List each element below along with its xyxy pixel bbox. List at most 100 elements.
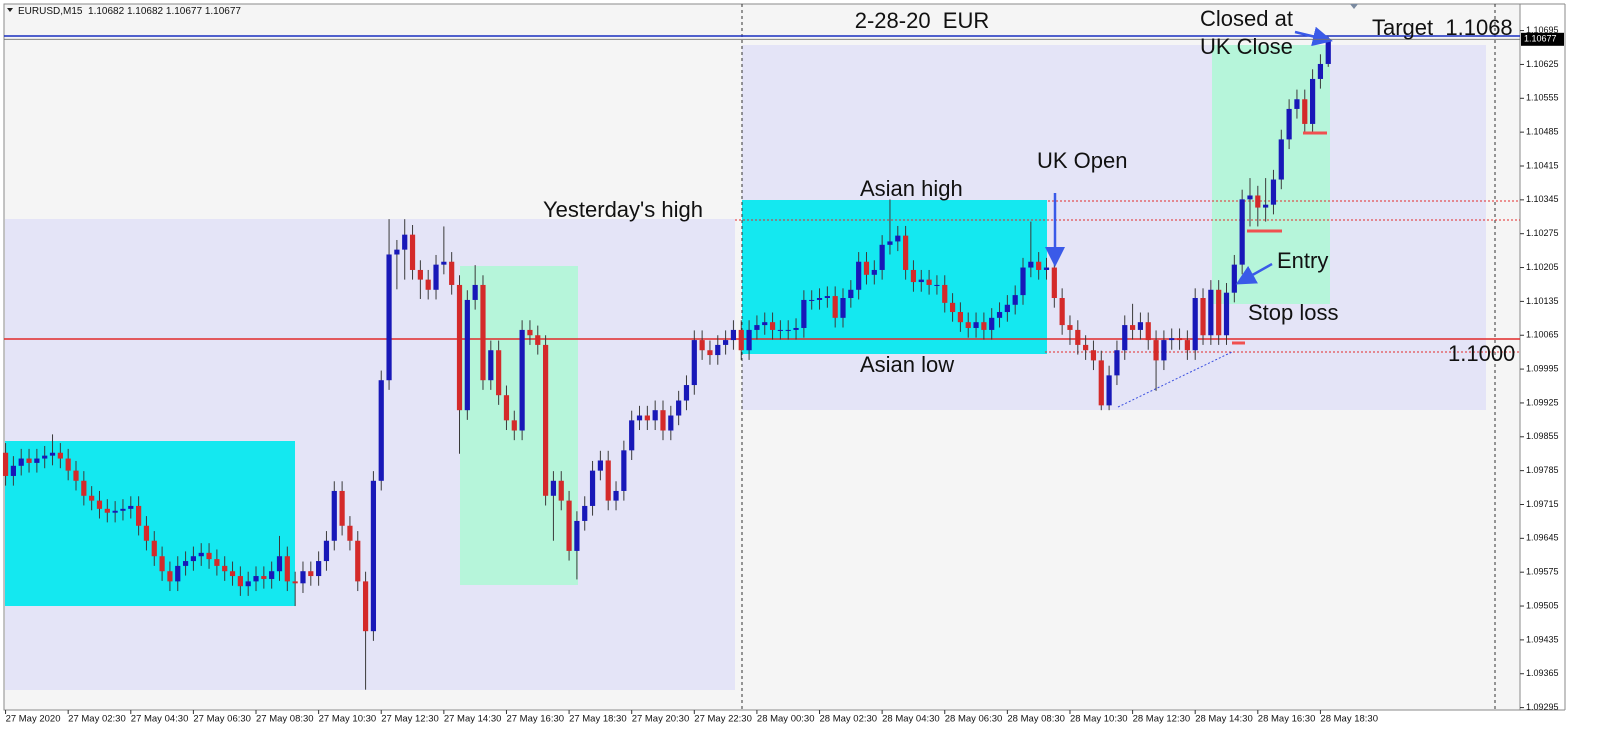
candle-body [801, 299, 807, 328]
candle-body [1067, 325, 1073, 330]
candle-body [942, 284, 948, 303]
candle-body [449, 261, 455, 285]
x-tick-label: 27 May 10:30 [319, 714, 377, 725]
x-tick-label: 27 May 2020 [6, 714, 61, 725]
candle-body [1208, 289, 1214, 336]
y-tick-label: 1.09855 [1526, 431, 1559, 441]
candle-body [949, 302, 956, 313]
candle-body [957, 312, 964, 323]
annotation: Closed at [1200, 6, 1293, 31]
annotation: Entry [1277, 248, 1328, 273]
candle-body [769, 322, 776, 330]
candle-body [245, 581, 251, 587]
candle-body [777, 329, 783, 331]
candle-body [151, 540, 157, 557]
y-tick-label: 1.10625 [1526, 59, 1559, 69]
x-tick-label: 28 May 04:30 [882, 714, 940, 725]
candle-body [441, 261, 447, 265]
candle-body [981, 322, 987, 330]
y-tick-label: 1.10485 [1526, 127, 1559, 137]
annotation: Yesterday's high [543, 197, 703, 222]
x-tick-label: 28 May 10:30 [1070, 714, 1128, 725]
candle-body [707, 350, 713, 356]
candle-body [1325, 39, 1331, 64]
candle-body [863, 261, 870, 275]
header: EURUSD,M15 1.10682 1.10682 1.10677 1.106… [7, 6, 241, 17]
candle-body [832, 296, 838, 318]
candle-body [715, 344, 721, 356]
candle-body [159, 556, 165, 572]
y-tick-label: 1.10345 [1526, 194, 1559, 204]
candle-body [550, 480, 557, 496]
close-price: 1.10677 [205, 6, 242, 17]
candle-body [535, 335, 541, 345]
candle-body [276, 556, 283, 572]
low-price: 1.10677 [166, 6, 203, 17]
candle-body [542, 344, 549, 496]
candle-body [636, 415, 643, 421]
candle-body [57, 452, 63, 459]
candle-body [120, 508, 126, 511]
candle-body [182, 561, 189, 566]
candle-body [793, 327, 799, 330]
candle-body [370, 480, 377, 632]
x-tick-label: 27 May 08:30 [256, 714, 314, 725]
candle-body [1122, 325, 1128, 351]
annotation: UK Open [1037, 148, 1128, 173]
x-tick-label: 27 May 18:30 [569, 714, 627, 725]
candle-body [323, 540, 330, 562]
candle-body [762, 322, 768, 326]
x-tick-label: 27 May 06:30 [193, 714, 251, 725]
candle-body [746, 329, 752, 351]
candle-body [926, 279, 932, 285]
y-tick-label: 1.10065 [1526, 330, 1559, 340]
candle-body [214, 559, 220, 566]
y-tick-label: 1.10135 [1526, 296, 1559, 306]
candle-body [816, 298, 823, 300]
y-tick-label: 1.09785 [1526, 465, 1559, 475]
y-tick-label: 1.10275 [1526, 228, 1559, 238]
candle-body [104, 508, 110, 513]
candle-body [809, 299, 815, 301]
candle-body [1192, 298, 1198, 351]
candle-body [143, 525, 150, 541]
current-price-label: 1.10677 [1524, 34, 1557, 44]
candle-body [965, 322, 971, 328]
y-tick-label: 1.09925 [1526, 397, 1559, 407]
candle-body [26, 458, 32, 463]
candle-body [18, 458, 24, 466]
y-tick-label: 1.09575 [1526, 567, 1559, 577]
candle-body [42, 455, 48, 459]
candle-body [903, 235, 909, 270]
candle-body [1004, 304, 1010, 313]
drawing-objects [4, 4, 1520, 710]
candle-body [895, 235, 901, 242]
candle-body [691, 340, 697, 386]
candle-body [2, 452, 9, 476]
x-tick-label: 28 May 08:30 [1007, 714, 1065, 725]
candle-body [1075, 329, 1081, 345]
session-boxes [5, 45, 1486, 690]
y-tick-label: 1.10415 [1526, 160, 1559, 170]
candle-body [402, 234, 408, 250]
x-tick-label: 27 May 04:30 [131, 714, 189, 725]
candle-body [519, 329, 525, 431]
open-price: 1.10682 [88, 6, 125, 17]
candle-body [621, 450, 627, 491]
candle-body [1153, 340, 1159, 361]
candle-body [644, 415, 650, 421]
candle-body [480, 284, 486, 381]
candle-body [456, 284, 463, 411]
arrow [1235, 262, 1273, 285]
candle-body [347, 525, 353, 541]
candle-body [433, 264, 439, 290]
candle-body [574, 520, 580, 551]
candle-body [652, 410, 658, 421]
candle-body [89, 495, 95, 501]
candle-body [871, 269, 877, 275]
candle-body [1317, 63, 1324, 79]
candle-body [409, 234, 416, 270]
candle-body [605, 460, 611, 501]
candle-body [1255, 195, 1261, 208]
candle-body [1161, 340, 1167, 361]
